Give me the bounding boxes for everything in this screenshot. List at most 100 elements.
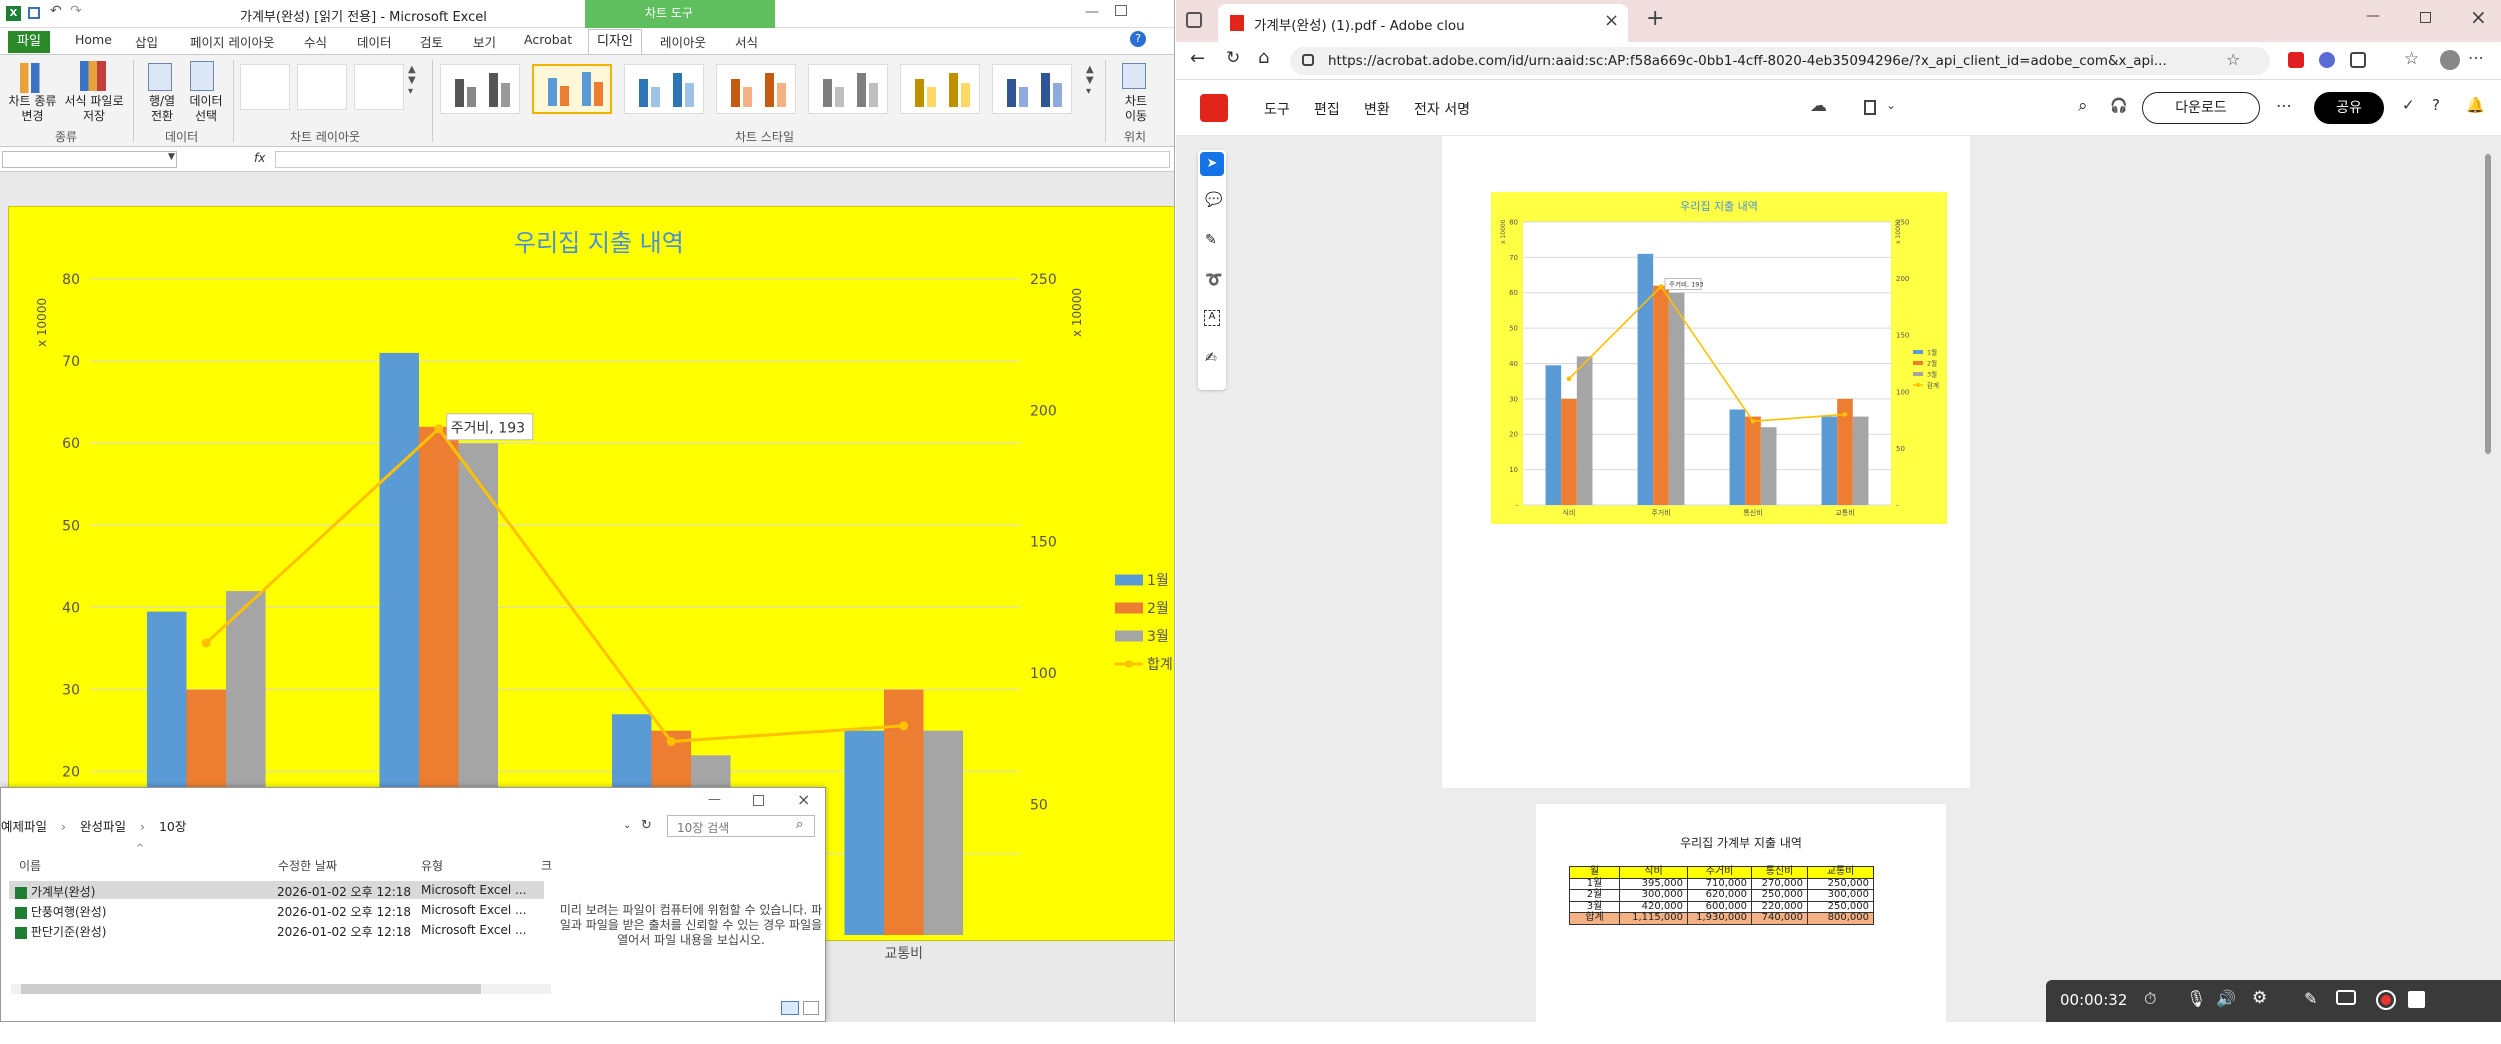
details-view-icon[interactable] <box>781 1001 799 1015</box>
pen-icon[interactable]: ✎ <box>2304 989 2318 1008</box>
tab-design[interactable]: 디자인 <box>588 29 642 55</box>
minimize-icon[interactable]: — <box>1085 4 1099 20</box>
menu-esign[interactable]: 전자 서명 <box>1414 102 1470 118</box>
menu-tools[interactable]: 도구 <box>1264 102 1290 118</box>
url-input[interactable]: https://acrobat.adobe.com/id/urn:aaid:sc… <box>1290 47 2270 75</box>
col-type[interactable]: 유형 <box>421 859 444 873</box>
tab-close-icon[interactable]: × <box>1604 10 1620 31</box>
tab-review[interactable]: 검토 <box>420 35 444 50</box>
search-icon[interactable]: ⌕ <box>796 817 804 832</box>
tab-insert[interactable]: 삽입 <box>135 35 159 50</box>
pdf-viewer[interactable]: ➤ 💬 ✎ ➰ A ✍ 우리집 지출 내역 x 10000 x 10000 -1… <box>1176 136 2501 1044</box>
tab-formulas[interactable]: 수식 <box>304 35 328 50</box>
redo-icon[interactable]: ↷ <box>70 3 82 19</box>
site-info-icon[interactable] <box>1302 54 1314 66</box>
favorite-icon[interactable]: ☆ <box>2226 50 2241 69</box>
menu-edit[interactable]: 편집 <box>1314 102 1340 118</box>
mic-muted-icon[interactable]: 🎙 <box>2186 989 2207 1008</box>
explorer-minimize-icon[interactable]: — <box>708 792 721 807</box>
tab-page-layout[interactable]: 페이지 레이아웃 <box>190 35 275 50</box>
file-row-1[interactable]: 가계부(완성) 2026-01-02 오후 12:18 Microsoft Ex… <box>15 883 545 899</box>
share-button[interactable]: 공유 <box>2314 92 2384 124</box>
settings-icon[interactable]: ⚙ <box>2252 988 2268 1008</box>
explorer-maximize-icon[interactable] <box>753 795 764 806</box>
chart-layout-1[interactable] <box>240 64 290 110</box>
explorer-close-icon[interactable]: × <box>797 790 811 809</box>
home-icon[interactable]: ⌂ <box>1258 47 1270 68</box>
select-tool-icon[interactable]: ➤ <box>1200 152 1224 176</box>
breadcrumb-dropdown-icon[interactable]: ⌄ <box>623 820 632 831</box>
style-more-icon[interactable]: ▲ ▼ ▾ <box>1086 64 1094 97</box>
name-box-dropdown-icon[interactable]: ▼ <box>168 152 175 162</box>
sign-icon[interactable]: ✍ <box>1205 350 1217 366</box>
name-box[interactable] <box>2 151 177 168</box>
tab-view[interactable]: 보기 <box>473 35 497 50</box>
save-icon[interactable] <box>28 7 40 19</box>
lasso-icon[interactable]: ➰ <box>1205 272 1223 288</box>
browser-tab[interactable]: 가계부(완성) (1).pdf - Adobe clou × <box>1218 4 1628 42</box>
refresh-icon[interactable]: ↻ <box>641 818 652 833</box>
formula-input[interactable] <box>275 151 1170 168</box>
chevron-down-icon[interactable]: ⌄ <box>1886 98 1897 112</box>
fx-icon[interactable]: fx <box>254 151 266 165</box>
maximize-icon[interactable] <box>2420 12 2431 23</box>
tab-home[interactable]: Home <box>75 32 112 47</box>
timer-icon[interactable]: ⏱ <box>2144 989 2157 1008</box>
camera-icon[interactable] <box>2336 990 2356 1005</box>
extension-icon[interactable] <box>2319 52 2335 68</box>
chart-style-1[interactable] <box>440 64 520 114</box>
vertical-scrollbar[interactable] <box>2485 154 2491 454</box>
record-icon[interactable] <box>2376 990 2396 1010</box>
breadcrumb-item-completed[interactable]: 완성파일 <box>79 819 126 834</box>
undo-icon[interactable]: ↶ <box>50 3 62 19</box>
search-input[interactable] <box>667 815 815 837</box>
back-icon[interactable]: ← <box>1190 48 1206 69</box>
favorites-icon[interactable]: ☆ <box>2404 49 2420 69</box>
switch-row-column-button[interactable]: 행/열 전환 <box>148 94 176 123</box>
horizontal-scrollbar[interactable] <box>11 984 551 994</box>
refresh-icon[interactable]: ↻ <box>1226 48 1241 68</box>
chart-layout-3[interactable] <box>354 64 404 110</box>
stop-icon[interactable] <box>2408 991 2425 1008</box>
restore-icon[interactable] <box>1115 5 1127 16</box>
layout-more-icon[interactable]: ▲ ▼ ▾ <box>408 64 416 97</box>
menu-convert[interactable]: 변환 <box>1364 102 1390 118</box>
help-icon[interactable]: ? <box>1130 31 1146 47</box>
more-icon[interactable]: ⋯ <box>2468 48 2484 67</box>
chart-style-5[interactable] <box>808 64 888 114</box>
chart-style-3[interactable] <box>624 64 704 114</box>
breadcrumb-item-ch10[interactable]: 10장 <box>158 819 187 834</box>
draw-icon[interactable]: ✎ <box>1205 232 1217 248</box>
chart-style-4[interactable] <box>716 64 796 114</box>
save-template-button[interactable]: 서식 파일로 저장 <box>64 94 124 123</box>
text-box-icon[interactable]: A <box>1204 310 1220 326</box>
extension-icon[interactable] <box>2350 52 2366 68</box>
minimize-icon[interactable]: — <box>2366 8 2380 24</box>
close-icon[interactable]: × <box>2470 5 2487 29</box>
chart-style-2[interactable] <box>532 64 612 114</box>
page-icon[interactable] <box>1864 100 1876 115</box>
chart-style-6[interactable] <box>900 64 980 114</box>
bell-icon[interactable]: 🔔 <box>2466 96 2485 114</box>
more-icon[interactable]: ⋯ <box>2276 96 2292 115</box>
select-data-button[interactable]: 데이터 선택 <box>189 94 223 123</box>
extension-icon[interactable] <box>2288 52 2304 68</box>
tab-acrobat[interactable]: Acrobat <box>524 32 573 47</box>
breadcrumb-item-examples[interactable]: 예제파일 <box>1 819 48 834</box>
col-date[interactable]: 수정한 날짜 <box>278 859 338 873</box>
cloud-icon[interactable]: ☁ <box>1810 96 1827 116</box>
chart-layout-2[interactable] <box>297 64 347 110</box>
comment-icon[interactable]: 💬 <box>1205 192 1223 208</box>
download-button[interactable]: 다운로드 <box>2142 92 2260 124</box>
file-row-2[interactable]: 단풍여행(완성) 2026-01-02 오후 12:18 Microsoft E… <box>15 903 545 919</box>
chart-style-7[interactable] <box>992 64 1072 114</box>
tab-actions-icon[interactable] <box>1186 12 1202 28</box>
tab-data[interactable]: 데이터 <box>357 35 392 50</box>
search-icon[interactable]: ⌕ <box>2078 96 2088 116</box>
col-name[interactable]: 이름 <box>19 859 42 873</box>
check-icon[interactable]: ✓ <box>2402 96 2415 114</box>
file-row-3[interactable]: 판단기준(완성) 2026-01-02 오후 12:18 Microsoft E… <box>15 923 545 939</box>
audio-icon[interactable]: 🎧 <box>2110 98 2128 114</box>
col-size[interactable]: 크 <box>541 859 553 873</box>
speaker-icon[interactable]: 🔊 <box>2216 989 2236 1008</box>
